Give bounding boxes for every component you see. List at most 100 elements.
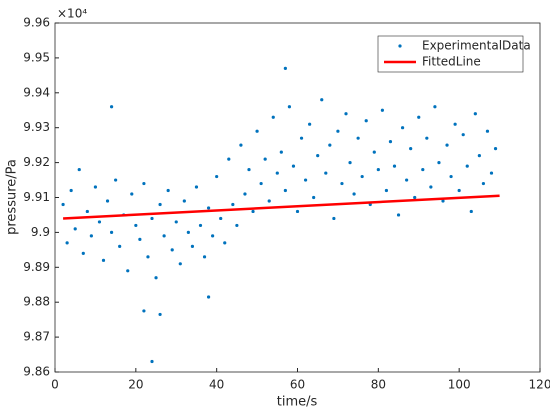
y-tick-label: 9.94 [23,85,50,99]
y-tick-label: 9.93 [23,120,50,134]
data-point [348,161,352,165]
legend-label: FittedLine [422,55,481,69]
data-point [114,178,118,182]
data-point [344,112,348,116]
data-point [380,108,384,112]
data-point [170,248,174,252]
data-point [485,129,490,133]
data-point [109,230,114,234]
y-tick-label: 9.89 [23,260,50,274]
data-point [206,206,211,210]
data-point [400,126,405,130]
data-point [320,98,324,102]
data-point [81,251,85,255]
x-tick-label: 120 [529,378,550,392]
legend: ExperimentalData FittedLine [377,35,531,73]
data-point [372,150,376,154]
data-point [295,209,300,214]
data-point [429,185,433,189]
data-point [130,192,134,196]
data-point [433,105,437,109]
data-point [413,195,417,200]
data-point [134,223,138,228]
data-point [162,234,166,238]
data-point [287,105,292,109]
x-tick-label: 0 [51,378,59,392]
data-point [312,195,316,200]
data-point [263,157,267,161]
data-point [255,129,259,133]
data-point [493,147,498,151]
data-point [61,202,65,207]
data-point [142,181,146,186]
data-point [202,255,207,259]
data-point [186,230,190,234]
data-point [194,185,199,189]
data-point [328,143,332,147]
data-point [138,237,142,241]
y-axis-title: pressure/Pa [5,159,20,235]
data-point [275,171,279,175]
legend-symbol [398,44,402,48]
data-point [489,171,494,175]
data-point [279,150,283,154]
data-point [227,157,231,161]
data-point [146,255,150,259]
data-point [316,154,320,158]
data-point [101,258,106,262]
data-point [324,171,328,175]
data-point [303,178,308,182]
data-point [388,140,393,144]
data-point [251,209,255,214]
y-tick-label: 9.91 [23,190,50,204]
data-point [215,174,219,179]
data-point [178,262,182,266]
data-point [291,164,296,168]
data-point [77,167,81,172]
data-point [223,241,227,245]
data-point [158,202,162,207]
data-point [409,147,413,151]
x-axis-title: time/s [277,395,318,410]
y-tick-label: 9.96 [23,16,50,30]
data-point [352,192,356,196]
legend-label: ExperimentalData [422,39,531,53]
marks [61,66,500,364]
data-point [166,188,170,193]
legend-box [377,35,524,73]
data-point [150,359,154,364]
data-point [473,112,477,116]
data-point [126,269,130,273]
data-point [93,185,98,189]
data-point [158,312,162,317]
data-point [481,181,486,186]
y-tick-label: 9.9 [31,225,50,239]
data-point [308,122,312,126]
x-tick-label: 80 [371,378,386,392]
data-point [364,119,368,123]
x-tick-label: 20 [128,378,143,392]
data-point [392,164,397,168]
data-point [174,220,178,224]
data-point [396,213,401,217]
y-tick-label: 9.95 [23,50,50,64]
data-point [356,136,360,140]
data-point [206,295,211,299]
data-point [73,227,77,231]
x-tick-label: 100 [448,378,471,392]
y-tick-label: 9.88 [23,295,50,309]
x-tick-label: 60 [290,378,305,392]
data-point [259,181,263,186]
y-tick-label: 9.86 [23,365,50,379]
data-point [457,188,461,193]
data-point [105,199,110,203]
data-point [340,181,344,186]
data-point [453,122,457,126]
data-point [267,199,271,203]
data-point [461,133,465,137]
y-exponent: ×10⁴ [57,7,87,21]
data-point [109,105,114,109]
y-tick-label: 9.87 [23,330,50,344]
data-point [376,167,380,172]
